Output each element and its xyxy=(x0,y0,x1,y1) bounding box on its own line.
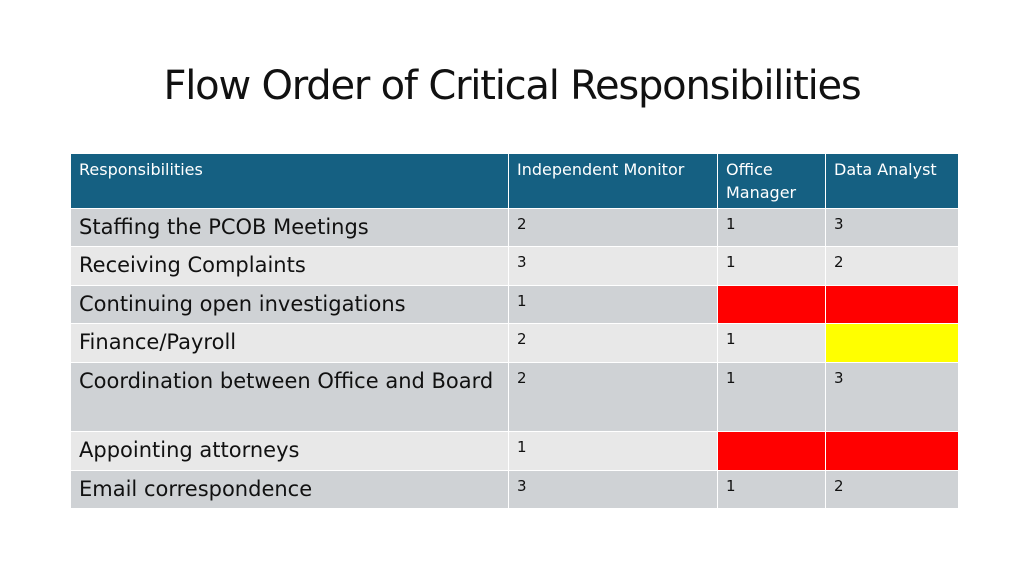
responsibilities-table: Responsibilities Independent Monitor Off… xyxy=(70,153,959,509)
table-header-row: Responsibilities Independent Monitor Off… xyxy=(70,153,959,209)
table-row: Receiving Complaints 3 1 2 xyxy=(70,246,959,286)
data-analyst-red-cell xyxy=(825,285,959,324)
office-manager-value: 1 xyxy=(717,208,826,247)
header-data-analyst: Data Analyst xyxy=(825,153,959,209)
header-independent-monitor: Independent Monitor xyxy=(508,153,718,209)
table-row: Staffing the PCOB Meetings 2 1 3 xyxy=(70,208,959,247)
data-analyst-value: 2 xyxy=(825,246,959,286)
table-row: Appointing attorneys 1 xyxy=(70,431,959,471)
office-manager-value: 1 xyxy=(717,362,826,432)
responsibility-name: Receiving Complaints xyxy=(70,246,509,286)
data-analyst-red-cell xyxy=(825,431,959,471)
independent-monitor-value: 1 xyxy=(508,285,718,324)
responsibility-name: Continuing open investigations xyxy=(70,285,509,324)
header-responsibilities: Responsibilities xyxy=(70,153,509,209)
table-row: Email correspondence 3 1 2 xyxy=(70,470,959,509)
responsibility-name: Staffing the PCOB Meetings xyxy=(70,208,509,247)
data-analyst-yellow-cell xyxy=(825,323,959,363)
independent-monitor-value: 2 xyxy=(508,362,718,432)
responsibility-name: Email correspondence xyxy=(70,470,509,509)
table-row: Finance/Payroll 2 1 xyxy=(70,323,959,363)
slide-title: Flow Order of Critical Responsibilities xyxy=(163,63,861,109)
office-manager-red-cell xyxy=(717,431,826,471)
data-analyst-value: 3 xyxy=(825,208,959,247)
data-analyst-value: 2 xyxy=(825,470,959,509)
office-manager-red-cell xyxy=(717,285,826,324)
header-office-manager: Office Manager xyxy=(717,153,826,209)
office-manager-value: 1 xyxy=(717,246,826,286)
table-row: Continuing open investigations 1 xyxy=(70,285,959,324)
independent-monitor-value: 2 xyxy=(508,208,718,247)
data-analyst-value: 3 xyxy=(825,362,959,432)
office-manager-value: 1 xyxy=(717,323,826,363)
table-row: Coordination between Office and Board 2 … xyxy=(70,362,959,432)
independent-monitor-value: 3 xyxy=(508,246,718,286)
independent-monitor-value: 1 xyxy=(508,431,718,471)
independent-monitor-value: 2 xyxy=(508,323,718,363)
responsibility-name: Coordination between Office and Board xyxy=(70,362,509,432)
independent-monitor-value: 3 xyxy=(508,470,718,509)
office-manager-value: 1 xyxy=(717,470,826,509)
responsibility-name: Appointing attorneys xyxy=(70,431,509,471)
responsibility-name: Finance/Payroll xyxy=(70,323,509,363)
